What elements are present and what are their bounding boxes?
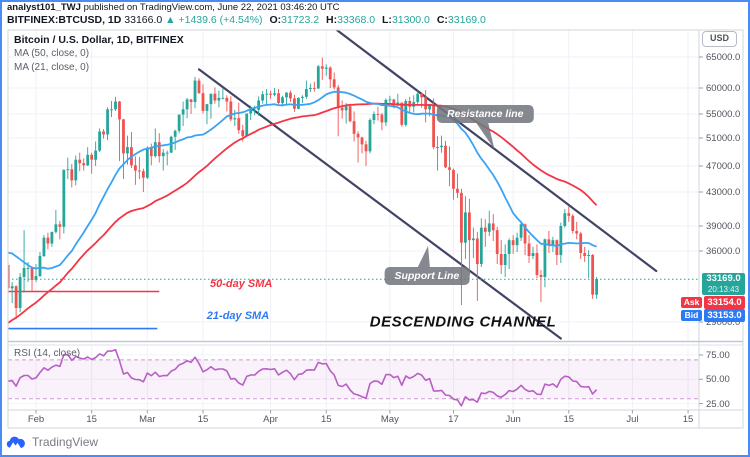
descending-channel-label[interactable]: DESCENDING CHANNEL	[369, 313, 557, 331]
last-price-badge: 33169.0 20:13:43	[702, 272, 745, 295]
time-axis-label: May	[380, 413, 399, 425]
price-axis-label: 39000.0	[706, 221, 741, 232]
time-axis-label: 15	[563, 413, 575, 425]
time-axis-label: Apr	[263, 413, 278, 425]
tradingview-logo-icon	[6, 436, 25, 448]
symbol-name: BITFINEX:BTCUSD, 1D	[7, 13, 122, 26]
author-name: analyst101_TWJ	[7, 2, 81, 13]
sma21-text-label[interactable]: 21-day SMA	[206, 310, 270, 322]
time-axis-label: 15	[86, 413, 97, 425]
up-arrow-icon: ▲	[165, 13, 176, 26]
legend-ma21[interactable]: MA (21, close, 0)	[14, 61, 90, 73]
publish-text: published on TradingView.com, June 22, 2…	[80, 2, 340, 13]
publish-line: analyst101_TWJ published on TradingView.…	[7, 2, 340, 13]
price-axis-label: 55000.0	[706, 109, 741, 120]
time-axis-label: Feb	[27, 413, 45, 425]
rsi-pane-area[interactable]	[8, 346, 699, 408]
open-label: O:	[269, 13, 282, 26]
time-axis-label: Jul	[626, 413, 639, 425]
price-axis-label: 47000.0	[706, 161, 741, 172]
symbol-line: BITFINEX:BTCUSD, 1D 33166.0 ▲ +1439.6 (+…	[7, 14, 486, 26]
tradingview-attribution[interactable]: TradingView	[5, 434, 98, 450]
last-price-value: 33169.0	[706, 272, 741, 284]
time-axis-label: Mar	[139, 413, 156, 425]
low-value: 31300.0	[391, 13, 430, 26]
legend-title[interactable]: Bitcoin / U.S. Dollar, 1D, BITFINEX	[14, 34, 184, 46]
bar-countdown: 20:13:43	[707, 284, 740, 294]
rsi-axis-label: 25.00	[706, 398, 730, 410]
sma50-text-label[interactable]: 50-day SMA	[209, 278, 273, 291]
rsi-legend[interactable]: RSI (14, close)	[14, 348, 81, 359]
close-label: C:	[436, 13, 448, 26]
price-axis-label: 36000.0	[706, 246, 741, 257]
time-axis-label: Jun	[505, 413, 521, 425]
price-axis-label: 29000.0	[706, 317, 741, 328]
open-value: 31723.2	[281, 13, 320, 26]
ask-price-badge: 33154.0	[704, 295, 745, 309]
price-axis-label: 51000.0	[706, 133, 741, 144]
ask-tag: Ask	[681, 296, 702, 308]
bid-price-badge: 33153.0	[704, 308, 745, 322]
last-price-text: 33166.0	[124, 13, 163, 26]
time-axis-label: 15	[682, 413, 694, 425]
support-line-label[interactable]: Support Line	[384, 267, 470, 285]
time-axis[interactable]	[8, 410, 699, 428]
main-chart-area[interactable]	[8, 30, 699, 341]
high-value: 33368.0	[337, 13, 376, 26]
high-label: H:	[326, 13, 338, 26]
price-change: +1439.6 (+4.54%)	[178, 13, 263, 26]
price-axis-label: 60000.0	[706, 83, 741, 94]
low-label: L:	[382, 13, 392, 26]
time-axis-label: 15	[197, 413, 209, 425]
time-axis-label: 17	[448, 413, 459, 425]
time-axis-label: 15	[320, 413, 332, 425]
price-axis-label: 65000.0	[706, 52, 741, 63]
chart-legend: Bitcoin / U.S. Dollar, 1D, BITFINEX MA (…	[14, 34, 184, 74]
bid-tag: Bid	[681, 309, 702, 321]
price-axis[interactable]	[699, 30, 743, 428]
price-axis-label: 43000.0	[706, 187, 741, 198]
rsi-axis-label: 75.00	[706, 350, 730, 361]
legend-ma50[interactable]: MA (50, close, 0)	[14, 48, 90, 59]
close-value: 33169.0	[447, 13, 486, 26]
resistance-line-label[interactable]: Resistance line	[437, 105, 534, 123]
tradingview-brand-text: TradingView	[32, 435, 99, 449]
currency-badge: USD	[702, 31, 737, 47]
rsi-axis-label: 50.00	[706, 374, 730, 386]
